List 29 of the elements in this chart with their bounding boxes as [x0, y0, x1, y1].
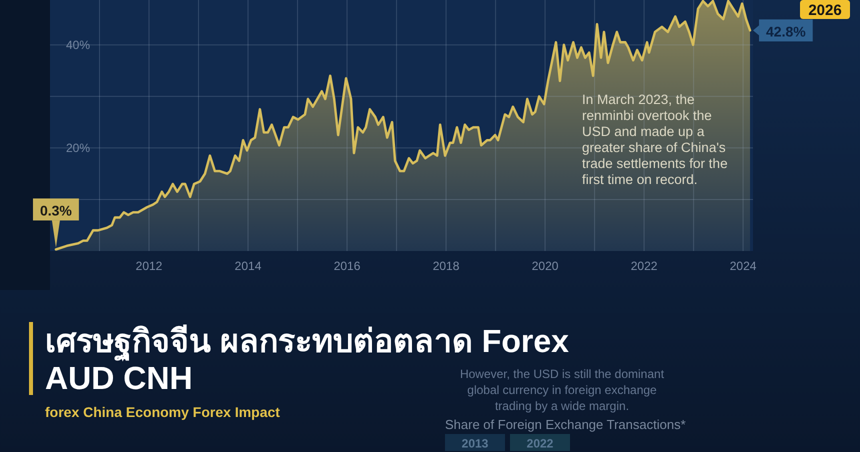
annotation: Share of Foreign Exchange Transactions* [445, 417, 686, 432]
data-label: 0.3% [40, 202, 72, 218]
title: AUD CNH [45, 360, 193, 396]
annotation: USD and made up a [582, 124, 704, 139]
x-tick-label: 2024 [730, 259, 756, 273]
x-tick-label: 2014 [234, 259, 262, 273]
annotation: In March 2023, the [582, 92, 695, 107]
data-label: 42.8% [766, 23, 806, 40]
annotation: first time on record. [582, 172, 698, 187]
x-tick-label: 2012 [136, 259, 162, 273]
title: เศรษฐกิจจีน ผลกระทบต่อตลาด Forex [45, 323, 569, 359]
y-tick-label: 40% [66, 38, 90, 52]
annotation: 2013 [445, 434, 505, 451]
annotation: However, the USD is still the dominant [460, 367, 664, 381]
annotation: global currency in foreign exchange [467, 383, 657, 397]
annotation: 2022 [510, 434, 570, 451]
annotation: greater share of China's [582, 140, 726, 155]
annotation: 2026 [800, 0, 850, 19]
annotation: renminbi overtook the [582, 108, 712, 123]
value-label: 0.3% [32, 198, 79, 248]
x-tick-label: 2022 [630, 259, 658, 273]
annotation: trade settlements for the [582, 156, 728, 171]
annotation: trading by a wide margin. [494, 399, 630, 413]
y-tick-label: 20% [66, 140, 90, 155]
x-tick-label: 2020 [532, 259, 558, 273]
x-tick-label: 2016 [334, 259, 360, 273]
subtitle: forex China Economy Forex Impact [45, 404, 280, 420]
x-tick-label: 2018 [432, 259, 460, 273]
value-label: 42.8% [753, 19, 813, 42]
